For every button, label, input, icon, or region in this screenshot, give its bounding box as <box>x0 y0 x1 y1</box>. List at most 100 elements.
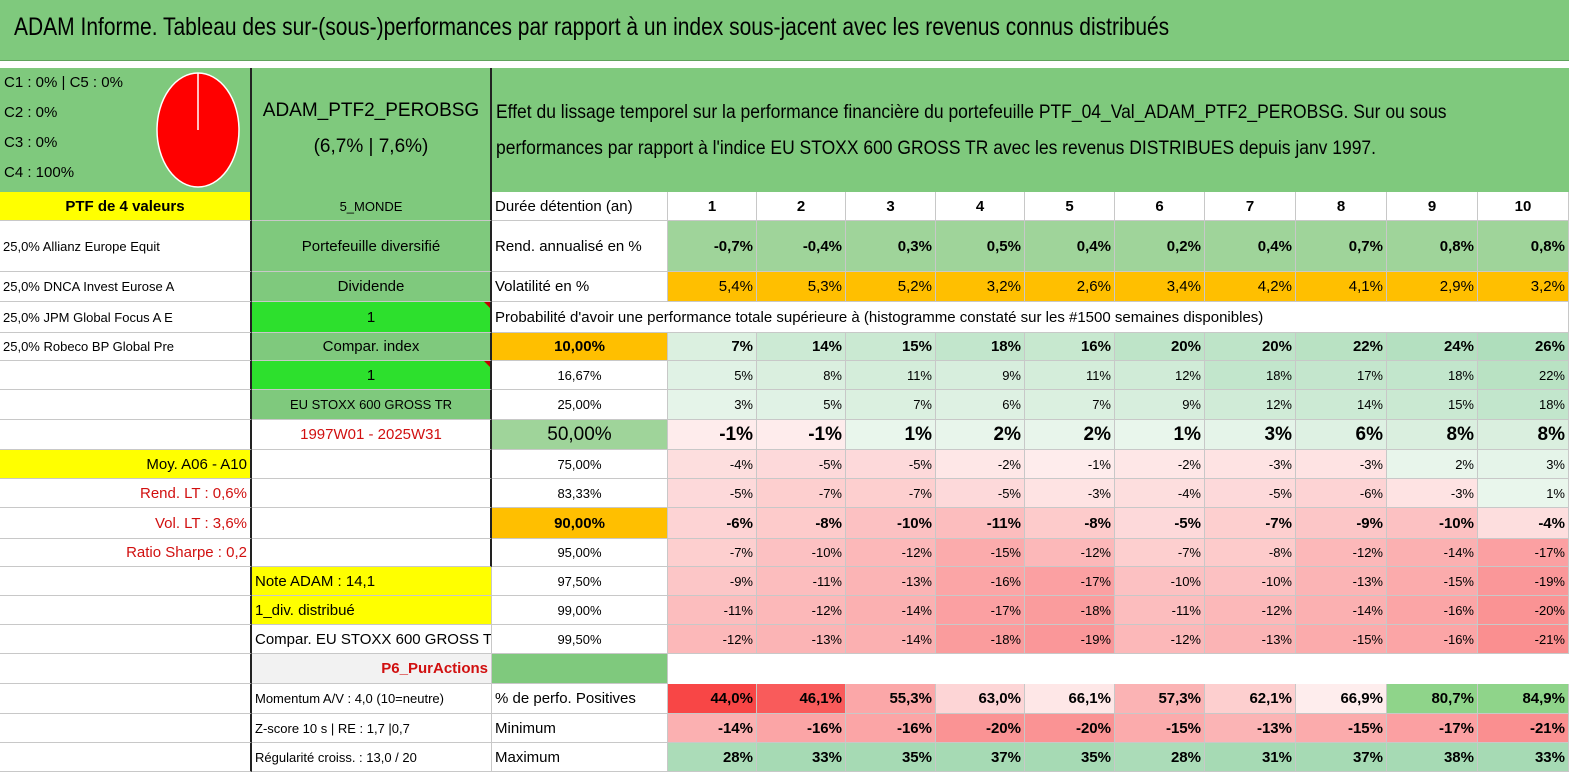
return-value: -0,4% <box>757 221 846 272</box>
maximum-value-text: 28% <box>722 748 753 766</box>
empty-cell <box>0 596 252 625</box>
fund-header: ADAM_PTF2_PEROBSG (6,7% | 7,6%) <box>252 68 492 192</box>
maximum-value-text: 28% <box>1170 748 1201 766</box>
empty-cell <box>252 539 492 567</box>
compar-index-label-text: Compar. index <box>322 338 420 355</box>
percentile-value: -3% <box>1387 479 1478 508</box>
percentile-value: -2% <box>936 450 1025 479</box>
percentile-value: 18% <box>1387 361 1478 390</box>
percentile-value-text: -7% <box>1177 545 1201 560</box>
percentile-label: 99,00% <box>492 596 668 625</box>
legend-line: C1 : 0% | C5 : 0% <box>4 74 123 91</box>
volatility-value: 3,2% <box>936 272 1025 302</box>
volatility-label: Volatilité en % <box>492 272 668 302</box>
category-code-text: P6_PurActions <box>381 660 488 677</box>
percentile-value-text: 8% <box>1537 423 1565 445</box>
percentile-value: -13% <box>1296 567 1387 596</box>
year-header: 3 <box>846 192 936 221</box>
positive-value: 55,3% <box>846 684 936 714</box>
percentile-value: 5% <box>757 390 846 420</box>
rend-lt-label: Rend. LT : 0,6% <box>0 479 252 508</box>
volatility-value: 2,9% <box>1387 272 1478 302</box>
percentile-value: 2% <box>936 420 1025 450</box>
empty-cell <box>252 450 492 479</box>
year-header-text: 9 <box>1427 197 1437 215</box>
percentile-value: 20% <box>1205 333 1296 361</box>
volatility-value-text: 5,3% <box>807 278 842 295</box>
percentile-value-text: -8% <box>1084 514 1111 532</box>
compar-label: Compar. EU STOXX 600 GROSS TI <box>252 625 492 654</box>
percentile-value-text: -5% <box>729 485 753 501</box>
percentile-value: 12% <box>1205 390 1296 420</box>
percentile-value: -18% <box>1025 596 1115 625</box>
description-line1: Effet du lissage temporel sur la perform… <box>496 102 1447 123</box>
percentile-value: -15% <box>1296 625 1387 654</box>
maximum-value-text: 33% <box>1534 748 1565 766</box>
empty-cell <box>252 508 492 539</box>
percentile-value: -12% <box>757 596 846 625</box>
volatility-value: 3,2% <box>1478 272 1569 302</box>
percentile-value-text: 18% <box>1265 367 1292 383</box>
percentile-value-text: -5% <box>908 456 932 472</box>
percentile-value-text: 18% <box>1447 367 1474 383</box>
volatility-value: 5,2% <box>846 272 936 302</box>
percentile-value: 14% <box>757 333 846 361</box>
minimum-value: -16% <box>846 714 936 743</box>
percentile-value-text: 5% <box>823 397 842 412</box>
percentile-value: 9% <box>936 361 1025 390</box>
portfolio-type-text: Portefeuille diversifié <box>301 237 441 255</box>
percentile-value: -4% <box>1115 479 1205 508</box>
percentile-value-text: 18% <box>990 338 1021 355</box>
percentile-value-text: 24% <box>1443 338 1474 355</box>
percentile-value-text: -15% <box>1352 631 1383 647</box>
percentile-value-text: 5% <box>734 367 753 383</box>
rend-lt-label-text: Rend. LT : 0,6% <box>139 484 247 502</box>
percentile-value-text: -1% <box>719 423 753 445</box>
percentile-value: -19% <box>1025 625 1115 654</box>
percentile-value-text: 3% <box>734 397 753 412</box>
percentile-label-text: 95,00% <box>557 545 602 560</box>
percentile-value: 22% <box>1296 333 1387 361</box>
year-header-text: 7 <box>1245 197 1255 215</box>
portfolio-count: PTF de 4 valeurs <box>0 192 252 221</box>
percentile-value: 15% <box>846 333 936 361</box>
return-value-text: 0,8% <box>1530 237 1565 255</box>
legend-line: C3 : 0% <box>4 134 58 151</box>
minimum-value: -15% <box>1115 714 1205 743</box>
percentile-value-text: -20% <box>1534 602 1565 618</box>
volatility-value: 5,3% <box>757 272 846 302</box>
percentile-value-text: 6% <box>1002 397 1021 412</box>
percentile-value-text: -2% <box>1177 456 1201 472</box>
regularity-label: Régularité croiss. : 13,0 / 20 <box>252 743 492 772</box>
maximum-value-text: 35% <box>1080 748 1111 766</box>
period-value <box>0 420 252 450</box>
year-header-text: 6 <box>1155 197 1164 215</box>
percentile-value: 20% <box>1115 333 1205 361</box>
fund-perf: (6,7% | 7,6%) <box>313 136 429 157</box>
percentile-value-text: -7% <box>818 485 842 501</box>
percentile-value: -13% <box>846 567 936 596</box>
percentile-value-text: -13% <box>811 631 842 647</box>
moy-label: Moy. A06 - A10 <box>0 450 252 479</box>
zscore-label-text: Z-score 10 s | RE : 1,7 |0,7 <box>255 720 410 736</box>
percentile-label: 97,50% <box>492 567 668 596</box>
year-header: 10 <box>1478 192 1569 221</box>
percentile-value: -12% <box>1205 596 1296 625</box>
percentile-value-text: -17% <box>1534 545 1565 560</box>
minimum-value: -21% <box>1478 714 1569 743</box>
volatility-value: 3,4% <box>1115 272 1205 302</box>
percentile-value-text: 9% <box>1182 397 1201 412</box>
percentile-value-text: -12% <box>1261 602 1292 618</box>
percentile-value: 11% <box>1025 361 1115 390</box>
zscore-label: Z-score 10 s | RE : 1,7 |0,7 <box>252 714 492 743</box>
positive-value: 80,7% <box>1387 684 1478 714</box>
flag-one: 1 <box>252 361 492 390</box>
percentile-label-text: 97,50% <box>557 573 602 589</box>
minimum-value: -20% <box>1025 714 1115 743</box>
percentile-value-text: 22% <box>1352 338 1383 355</box>
percentile-value: -12% <box>1025 539 1115 567</box>
percentile-label-text: 50,00% <box>547 423 612 445</box>
positive-value-text: 84,9% <box>1522 690 1565 707</box>
year-header-text: 3 <box>886 197 895 215</box>
probability-label-text: Probabilité d'avoir une performance tota… <box>495 308 1264 326</box>
